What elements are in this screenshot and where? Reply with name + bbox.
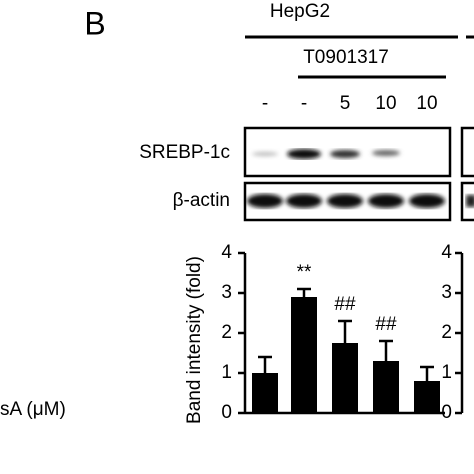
dose-label: sA (μM) [0,399,66,420]
y-tick-label: 0 [441,402,452,423]
significance-label: ** [297,262,312,283]
y-tick-label: 1 [441,362,452,383]
lane-label: 10 [375,93,396,114]
blot-row-label: SREBP-1c [139,142,230,163]
y-tick-label: 0 [221,402,232,423]
y-tick-label: 4 [441,242,452,263]
lane-label: 10 [416,93,437,114]
bar [414,381,440,413]
y-tick-label: 1 [221,362,232,383]
y-tick-label: 2 [221,322,232,343]
group-label: HepG2 [270,1,330,22]
y-axis-label: Band intensity (fold) [184,256,205,424]
significance-label: ## [334,294,356,315]
significance-label: ## [375,314,397,335]
panel-label: B [84,5,105,41]
bar [252,373,278,413]
y-tick-label: 3 [441,282,452,303]
treatment-label: T0901317 [303,47,389,68]
y-tick-label: 2 [441,322,452,343]
blot [243,126,474,222]
lane-label: - [262,93,268,114]
lane-label: - [301,93,307,114]
bar [373,361,399,413]
blot-row-label: β-actin [173,190,230,211]
y-tick-label: 3 [221,282,232,303]
bar [291,297,317,413]
lane-label: 5 [340,93,351,114]
y-tick-label: 4 [221,242,232,263]
bar [332,343,358,413]
